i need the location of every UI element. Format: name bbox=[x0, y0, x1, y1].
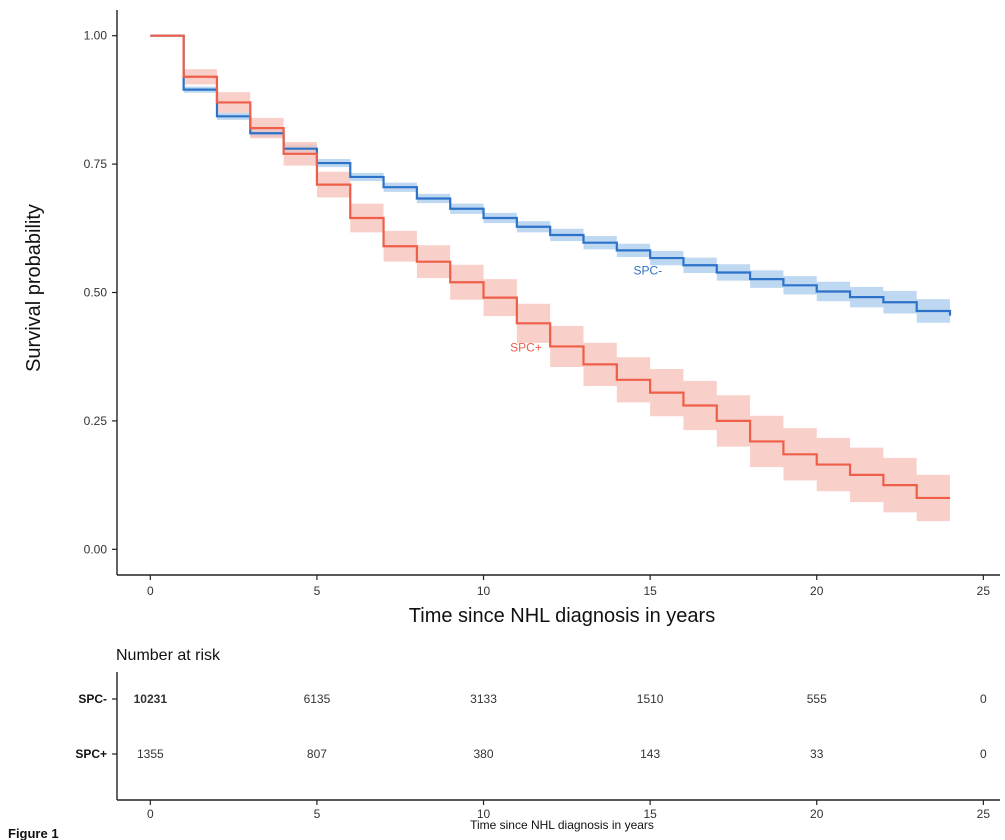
risk-x-tick-label: 20 bbox=[810, 807, 824, 821]
risk-count: 0 bbox=[980, 692, 987, 706]
survival-curve-spcminus bbox=[150, 34, 952, 316]
risk-x-tick-label: 25 bbox=[977, 807, 991, 821]
risk-x-tick-label: 5 bbox=[314, 807, 321, 821]
survival-plot: SPC- SPC+ 0.00 0.25 0.50 0.75 1.00 0 5 10 15 20 25… bbox=[23, 10, 1000, 627]
x-axis-title: Time since NHL diagnosis in years bbox=[409, 605, 715, 627]
risk-x-tick-label: 10 bbox=[477, 807, 491, 821]
risk-count: 33 bbox=[810, 747, 824, 761]
x-tick-label: 20 bbox=[810, 584, 824, 598]
risk-count: 3133 bbox=[470, 692, 497, 706]
risk-count: 143 bbox=[640, 747, 660, 761]
y-tick-label: 0.50 bbox=[84, 286, 108, 300]
risk-count: 380 bbox=[474, 747, 494, 761]
risk-row-label: SPC+ bbox=[75, 747, 107, 761]
curve-labels: SPC- SPC+ bbox=[510, 264, 662, 355]
survival-curves bbox=[150, 34, 952, 500]
confidence-band-spcminus bbox=[150, 35, 951, 329]
risk-count: 0 bbox=[980, 747, 987, 761]
x-tick-label: 5 bbox=[314, 584, 321, 598]
x-tick-label: 25 bbox=[977, 584, 991, 598]
risk-table-x-ticks: 0 5 10 15 20 25 bbox=[147, 800, 990, 821]
risk-count: 555 bbox=[807, 692, 827, 706]
risk-table-x-axis-title: Time since NHL diagnosis in years bbox=[470, 818, 654, 832]
risk-count: 10231 bbox=[134, 692, 168, 706]
risk-count: 1355 bbox=[137, 747, 164, 761]
confidence-band-spcplus bbox=[150, 35, 951, 522]
risk-table-title: Number at risk bbox=[116, 647, 221, 664]
y-tick-label: 0.75 bbox=[84, 157, 108, 171]
y-tick-label: 0.25 bbox=[84, 414, 108, 428]
y-axis-title: Survival probability bbox=[23, 204, 45, 372]
risk-x-tick-label: 15 bbox=[643, 807, 657, 821]
risk-count: 1510 bbox=[637, 692, 664, 706]
y-axis-ticks: 0.00 0.25 0.50 0.75 1.00 bbox=[84, 29, 117, 556]
risk-x-tick-label: 0 bbox=[147, 807, 154, 821]
curve-label-spcminus: SPC- bbox=[633, 264, 662, 278]
y-tick-label: 0.00 bbox=[84, 542, 108, 556]
x-axis-ticks: 0 5 10 15 20 25 bbox=[147, 575, 990, 598]
x-tick-label: 0 bbox=[147, 584, 154, 598]
risk-table-rows: SPC- 10231 6135 3133 1510 555 0 SPC+ 1355 807 380 1… bbox=[75, 692, 987, 761]
confidence-bands bbox=[150, 35, 951, 522]
y-tick-label: 1.00 bbox=[84, 29, 108, 43]
risk-table: Number at risk SPC- 10231 6135 3133 1510 555 0… bbox=[75, 647, 1000, 832]
figure-caption: Figure 1 bbox=[8, 826, 59, 840]
survival-curve-spcplus bbox=[150, 34, 951, 500]
risk-count: 6135 bbox=[304, 692, 331, 706]
risk-row-label: SPC- bbox=[78, 692, 107, 706]
curve-label-spcplus: SPC+ bbox=[510, 341, 542, 355]
x-tick-label: 15 bbox=[643, 584, 657, 598]
x-tick-label: 10 bbox=[477, 584, 491, 598]
risk-count: 807 bbox=[307, 747, 327, 761]
